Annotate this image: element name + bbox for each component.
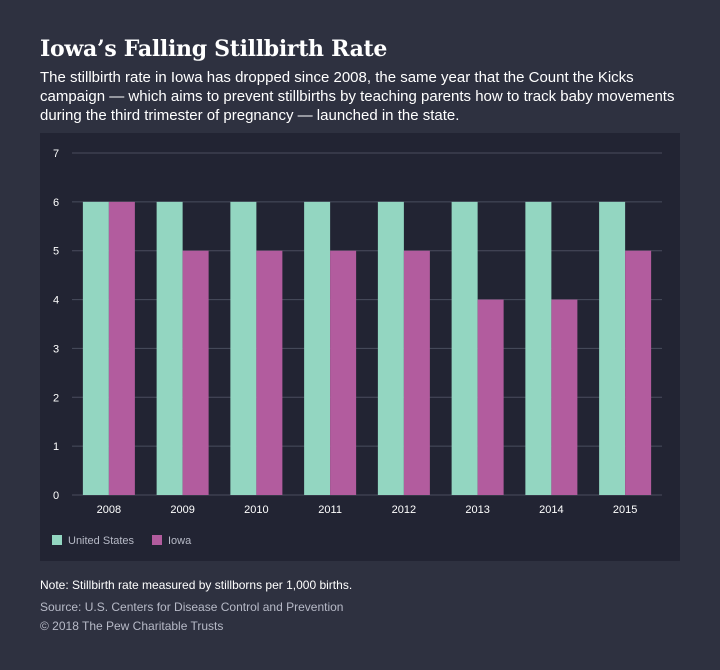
chart-title: Iowa’s Falling Stillbirth Rate [40,36,388,62]
bar-iowa [551,299,578,495]
y-tick-label: 1 [53,441,59,453]
bar-united-states [451,201,478,495]
bar-iowa [108,201,135,495]
x-tick-label: 2009 [170,504,194,516]
y-tick-label: 3 [53,343,59,355]
y-tick-label: 0 [53,490,59,502]
bar-united-states [82,201,109,495]
y-tick-label: 6 [53,197,59,209]
x-tick-label: 2010 [244,504,268,516]
bar-united-states [525,201,552,495]
chart-panel: 0 1 2 3 4 5 6 7 2008 2009 2010 2011 2012 2013 2014 2015… [40,133,680,561]
bar-iowa [403,250,430,495]
legend-swatch [152,535,162,545]
x-tick-label: 2011 [318,504,342,516]
y-tick-label: 7 [53,148,59,160]
bar-iowa [256,250,283,495]
x-tick-label: 2012 [392,504,416,516]
y-tick-label: 5 [53,246,59,258]
x-tick-label: 2015 [613,504,637,516]
bar-united-states [156,201,183,495]
legend-label: Iowa [168,535,192,547]
bar-united-states [230,201,257,495]
chart-subtitle: The stillbirth rate in Iowa has dropped … [40,69,675,124]
bar-united-states [599,201,626,495]
y-tick-label: 4 [53,295,59,307]
bar-united-states [377,201,404,495]
footnote: Note: Stillbirth rate measured by stillb… [40,578,353,592]
legend-label: United States [68,535,135,547]
bar-iowa [625,250,652,495]
legend-swatch [52,535,62,545]
bar-iowa [330,250,357,495]
bar-iowa [477,299,504,495]
copyright-line: © 2018 The Pew Charitable Trusts [40,619,224,633]
bar-iowa [182,250,209,495]
source-line: Source: U.S. Centers for Disease Control… [40,600,344,614]
x-tick-label: 2014 [539,504,563,516]
bar-united-states [304,201,331,495]
bar-chart: 0 1 2 3 4 5 6 7 2008 2009 2010 2011 2012 2013 2014 2015… [52,148,662,547]
x-tick-label: 2013 [465,504,489,516]
x-tick-label: 2008 [97,504,121,516]
y-tick-label: 2 [53,392,59,404]
